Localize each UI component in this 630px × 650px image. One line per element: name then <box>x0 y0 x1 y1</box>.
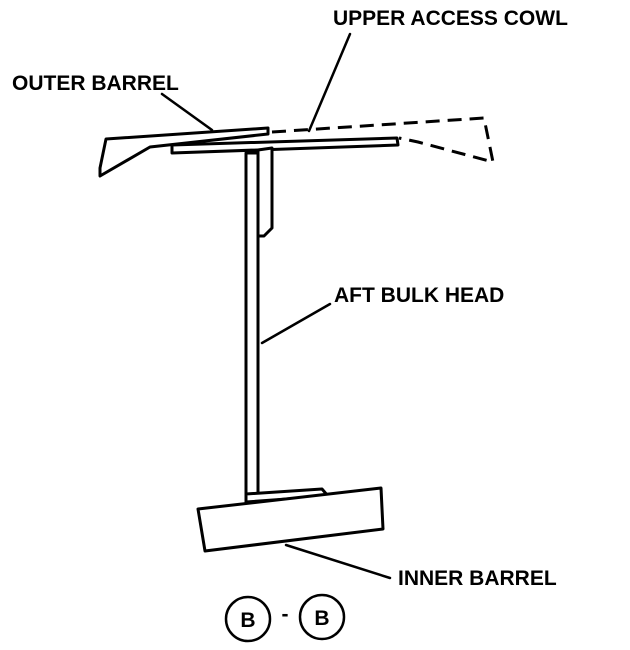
section-marker: B - B <box>224 593 346 643</box>
outer-barrel-label: OUTER BARREL <box>12 72 179 95</box>
aft-bulkhead-web <box>244 151 260 496</box>
aft-bulkhead-stiffener <box>256 146 274 238</box>
inner-barrel-label: INNER BARREL <box>398 567 557 590</box>
aft-bulk-head-label: AFT BULK HEAD <box>334 284 504 307</box>
section-marker-left-circle <box>224 595 272 643</box>
upper-access-cowl-label: UPPER ACCESS COWL <box>333 7 568 30</box>
section-marker-left-letter: B <box>240 609 255 632</box>
section-marker-separator: - <box>282 603 289 626</box>
upper-access-cowl-outline <box>271 116 495 164</box>
aft-bulk-head-leader <box>260 302 332 345</box>
outer-barrel-leader <box>160 92 214 132</box>
inner-barrel-shape <box>196 486 385 553</box>
outer-barrel-shape <box>98 126 270 178</box>
aft-bulkhead-upper-flange <box>170 136 400 155</box>
section-marker-right-circle <box>298 593 346 641</box>
inner-barrel-leader <box>284 543 392 580</box>
section-marker-right-letter: B <box>314 607 329 630</box>
upper-access-cowl-leader <box>307 32 352 133</box>
